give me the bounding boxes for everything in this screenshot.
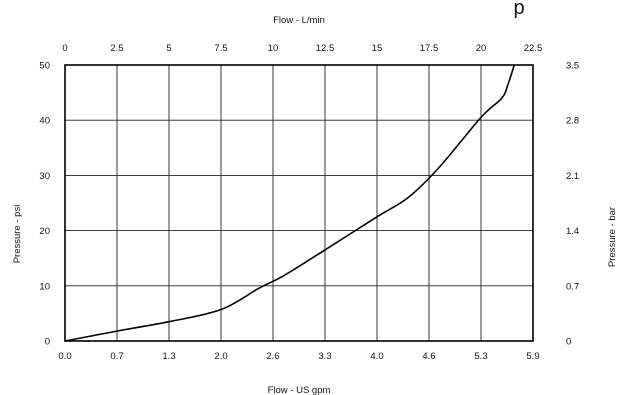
x-bottom-tick-label: 1.3 bbox=[162, 351, 175, 362]
y-right-tick-label: 0 bbox=[566, 337, 571, 348]
y-left-tick-label: 10 bbox=[39, 281, 50, 292]
y-left-tick-label: 20 bbox=[39, 226, 50, 237]
x-top-tick-label: 22.5 bbox=[524, 43, 543, 54]
y-left-tick-label: 40 bbox=[39, 116, 50, 127]
y-right-tick-label: 2.8 bbox=[566, 116, 579, 127]
x-top-axis-label: Flow - L/min bbox=[273, 15, 325, 26]
pressure-flow-curve bbox=[64, 64, 516, 342]
y-right-tick-label: 1.4 bbox=[566, 226, 579, 237]
y-right-tick-label: 2.1 bbox=[566, 171, 579, 182]
x-top-tick-label: 20 bbox=[476, 43, 487, 54]
x-bottom-tick-label: 0.7 bbox=[110, 351, 123, 362]
x-bottom-tick-label: 0.0 bbox=[58, 351, 71, 362]
x-bottom-tick-label: 5.3 bbox=[474, 351, 487, 362]
x-bottom-axis-label: Flow - US gpm bbox=[268, 385, 331, 395]
x-top-tick-label: 12.5 bbox=[316, 43, 335, 54]
plot-frame bbox=[64, 64, 534, 342]
x-bottom-tick-label: 2.0 bbox=[214, 351, 227, 362]
series-layer bbox=[64, 64, 516, 342]
x-top-tick-label: 15 bbox=[372, 43, 383, 54]
x-top-tick-label: 5 bbox=[166, 43, 171, 54]
y-left-tick-label: 0 bbox=[45, 337, 50, 348]
x-bottom-tick-label: 4.0 bbox=[370, 351, 383, 362]
y-left-tick-label: 50 bbox=[39, 61, 50, 72]
y-right-tick-label: 3.5 bbox=[566, 61, 579, 72]
tick-labels: 0 2.5 5 7.5 10 12.5 15 17.5 20 22.5 0.0 0.7 1.3 2.0 2.… bbox=[39, 43, 579, 362]
x-top-tick-label: 2.5 bbox=[110, 43, 123, 54]
x-bottom-tick-label: 2.6 bbox=[266, 351, 279, 362]
x-bottom-tick-label: 3.3 bbox=[318, 351, 331, 362]
x-bottom-tick-label: 5.9 bbox=[526, 351, 539, 362]
y-left-axis-label: Pressure - psi bbox=[12, 205, 23, 264]
grid-lines bbox=[64, 64, 534, 342]
x-top-tick-label: 17.5 bbox=[420, 43, 439, 54]
y-right-tick-label: 0.7 bbox=[566, 281, 579, 292]
y-left-tick-label: 30 bbox=[39, 171, 50, 182]
x-top-tick-label: 10 bbox=[268, 43, 279, 54]
y-right-axis-label: Pressure - bar bbox=[607, 207, 618, 267]
x-top-tick-label: 0 bbox=[62, 43, 67, 54]
chart-top-title-fragment: p bbox=[513, 0, 524, 19]
x-top-tick-label: 7.5 bbox=[214, 43, 227, 54]
x-bottom-tick-label: 4.6 bbox=[422, 351, 435, 362]
